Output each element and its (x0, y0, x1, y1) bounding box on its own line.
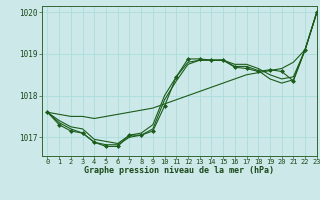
X-axis label: Graphe pression niveau de la mer (hPa): Graphe pression niveau de la mer (hPa) (84, 166, 274, 175)
